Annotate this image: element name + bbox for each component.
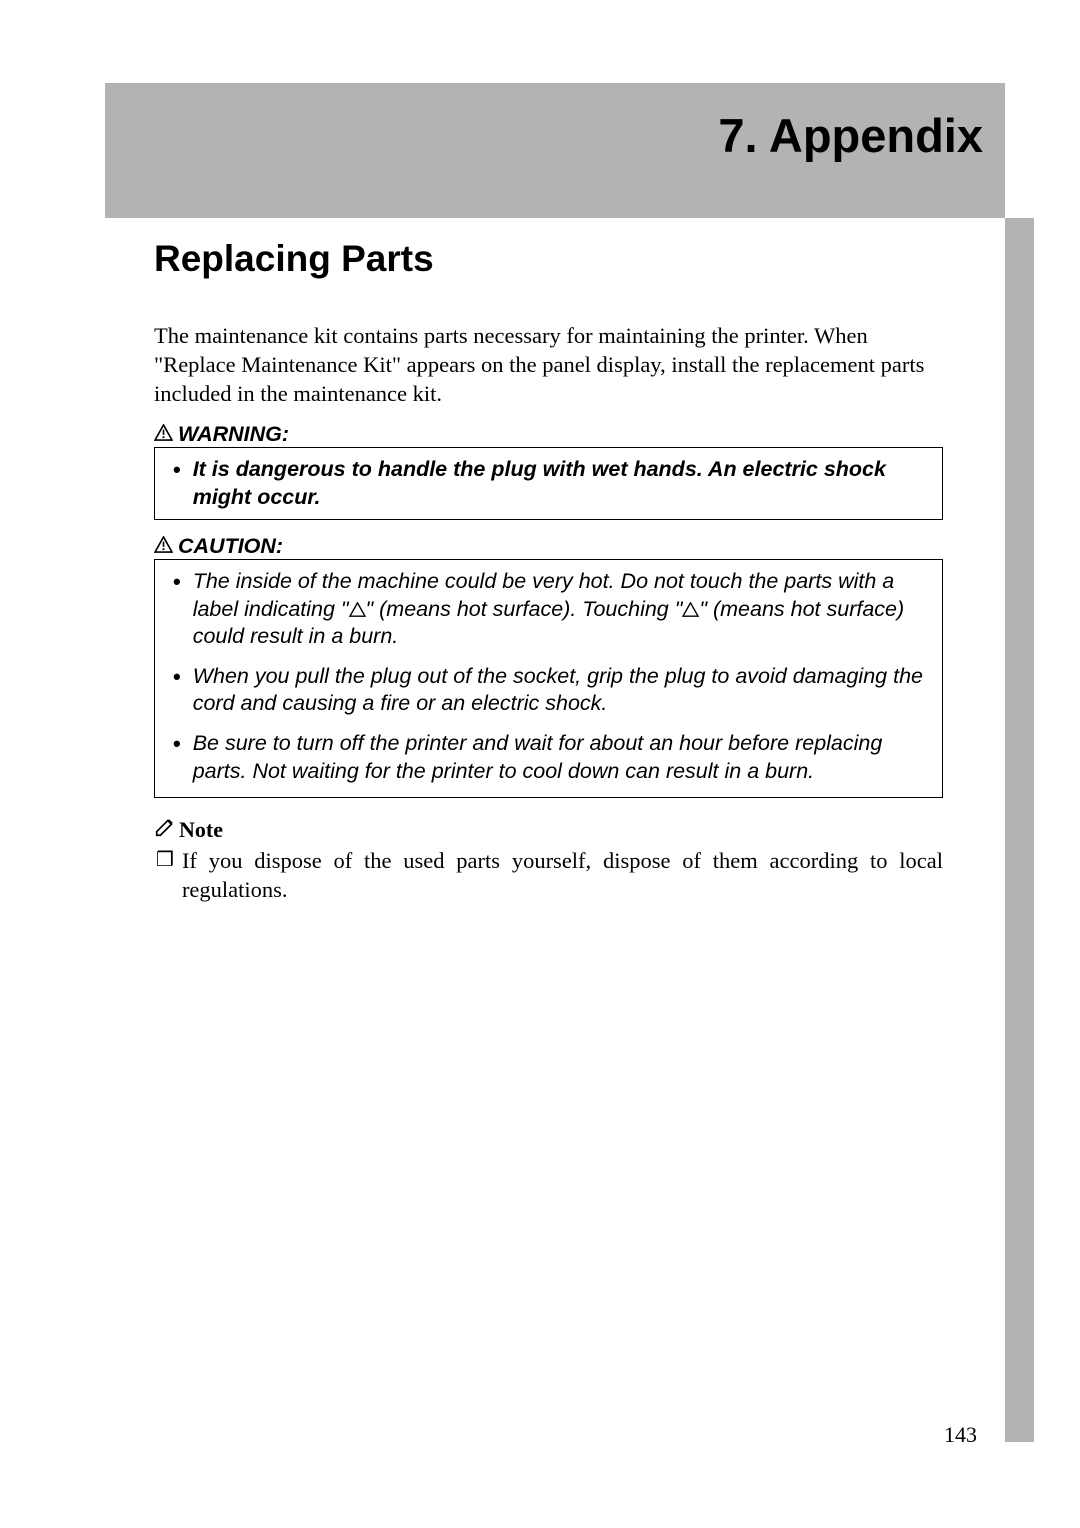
caution-item-text: When you pull the plug out of the socket…: [193, 663, 932, 718]
page-number: 143: [944, 1422, 977, 1448]
note-header: Note: [154, 816, 1005, 844]
warning-box: WARNING: • It is dangerous to handle the…: [154, 422, 943, 520]
warning-label-text: WARNING:: [178, 422, 289, 447]
bullet-icon: •: [173, 663, 181, 691]
note-item-text: If you dispose of the used parts yoursel…: [182, 847, 943, 905]
note-item: ❒ If you dispose of the used parts yours…: [154, 847, 943, 905]
hot-surface-icon: [349, 599, 366, 622]
caution-label-text: CAUTION:: [178, 534, 283, 559]
section-title: Replacing Parts: [154, 238, 1005, 280]
caution-item-text: Be sure to turn off the printer and wait…: [193, 730, 932, 785]
page-sidebar-decoration: [1005, 218, 1034, 1442]
caution-content: • The inside of the machine could be ver…: [154, 559, 943, 798]
warning-item: • It is dangerous to handle the plug wit…: [165, 456, 932, 511]
warning-triangle-icon: [154, 424, 173, 446]
chapter-title: 7. Appendix: [718, 108, 983, 163]
bullet-icon: •: [173, 568, 181, 596]
intro-paragraph: The maintenance kit contains parts neces…: [154, 322, 943, 408]
caution-item: • Be sure to turn off the printer and wa…: [165, 730, 932, 785]
hot-surface-icon: [682, 599, 699, 622]
warning-content: • It is dangerous to handle the plug wit…: [154, 447, 943, 520]
caution-item-text: The inside of the machine could be very …: [193, 568, 932, 651]
warning-item-text: It is dangerous to handle the plug with …: [193, 456, 932, 511]
caution-triangle-icon: [154, 536, 173, 558]
note-label-text: Note: [179, 817, 223, 843]
warning-label: WARNING:: [154, 422, 943, 447]
caution-label: CAUTION:: [154, 534, 943, 559]
note-pencil-icon: [154, 816, 176, 844]
page-container: 7. Appendix Replacing Parts The maintena…: [105, 83, 1005, 905]
caution-item: • The inside of the machine could be ver…: [165, 568, 932, 651]
chapter-header-bar: 7. Appendix: [105, 83, 1005, 218]
note-bullet-icon: ❒: [156, 847, 174, 873]
caution-box: CAUTION: • The inside of the machine cou…: [154, 534, 943, 798]
caution-item: • When you pull the plug out of the sock…: [165, 663, 932, 718]
bullet-icon: •: [173, 730, 181, 758]
bullet-icon: •: [173, 456, 181, 484]
